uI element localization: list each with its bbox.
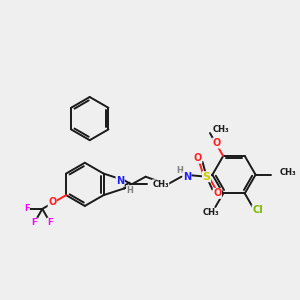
Text: F: F [32,218,37,227]
Text: H: H [127,185,134,194]
Text: CH₃: CH₃ [213,125,230,134]
Text: CH₃: CH₃ [279,168,296,177]
Text: N: N [116,176,124,186]
Text: S: S [202,172,211,182]
Text: CH₃: CH₃ [152,180,169,189]
Text: O: O [213,188,221,198]
Text: H: H [177,166,183,175]
Text: O: O [194,153,202,163]
Text: CH₃: CH₃ [203,208,220,217]
Text: O: O [213,138,221,148]
Text: F: F [47,218,53,227]
Text: O: O [48,197,56,207]
Text: F: F [24,204,29,213]
Text: Cl: Cl [252,205,263,215]
Text: N: N [183,172,191,182]
